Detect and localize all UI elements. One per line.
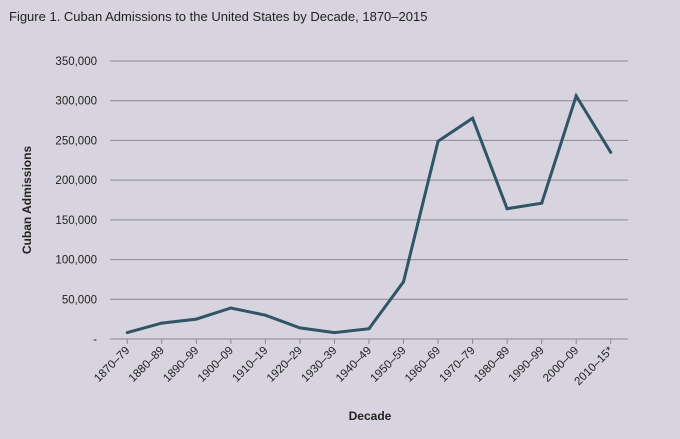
y-tick-label: 350,000	[55, 56, 97, 68]
data-point	[367, 327, 371, 331]
y-tick-label: 150,000	[55, 215, 97, 227]
x-tick-label: 2010–15*	[573, 344, 617, 388]
gridlines	[110, 60, 628, 340]
x-tick-label: 1970–79	[438, 345, 478, 385]
y-axis-title: Cuban Admissions	[20, 146, 34, 255]
series-layer	[125, 92, 613, 335]
y-tick-label: 200,000	[55, 175, 97, 187]
data-point	[505, 207, 509, 211]
x-tick-label: 1910–19	[230, 345, 270, 385]
data-point	[436, 139, 440, 143]
data-point	[194, 317, 198, 321]
data-point	[160, 321, 164, 325]
y-axis-ticks: - 50,000 100,000 150,000 200,000 250,000 300,0…	[55, 56, 97, 346]
x-tick-label: 1990–99	[507, 345, 547, 385]
x-tick-label: 1920–29	[265, 345, 305, 385]
x-tick-label: 1980–89	[472, 345, 512, 385]
data-point	[229, 306, 233, 310]
x-tick-label: 1890–99	[161, 345, 201, 385]
chart-title: Figure 1. Cuban Admissions to the United…	[9, 9, 428, 24]
y-tick-label: 50,000	[62, 294, 97, 306]
x-tick-label: 1940–49	[334, 345, 374, 385]
y-tick-label: 250,000	[55, 135, 97, 147]
x-tick-label: 1930–39	[299, 345, 339, 385]
data-point	[402, 280, 406, 284]
x-tick-label: 1870–79	[92, 345, 132, 385]
x-tick-label: 1900–09	[196, 345, 236, 385]
x-tick-label: 1960–69	[403, 345, 443, 385]
data-point	[125, 331, 129, 335]
data-point	[540, 201, 544, 205]
data-point	[609, 150, 613, 154]
x-axis-ticks: 1870–791880–891890–991900–091910–191920–…	[92, 339, 616, 388]
data-point	[263, 313, 267, 317]
data-point	[298, 326, 302, 330]
x-axis-title: Decade	[349, 409, 392, 423]
data-point	[574, 94, 578, 98]
data-point	[471, 116, 475, 120]
y-tick-label: -	[93, 334, 97, 346]
y-tick-label: 300,000	[55, 96, 97, 108]
x-tick-label: 1950–59	[369, 345, 409, 385]
y-tick-label: 100,000	[55, 255, 97, 267]
x-tick-label: 1880–89	[127, 345, 167, 385]
data-point	[332, 331, 336, 335]
series-line	[126, 92, 612, 335]
